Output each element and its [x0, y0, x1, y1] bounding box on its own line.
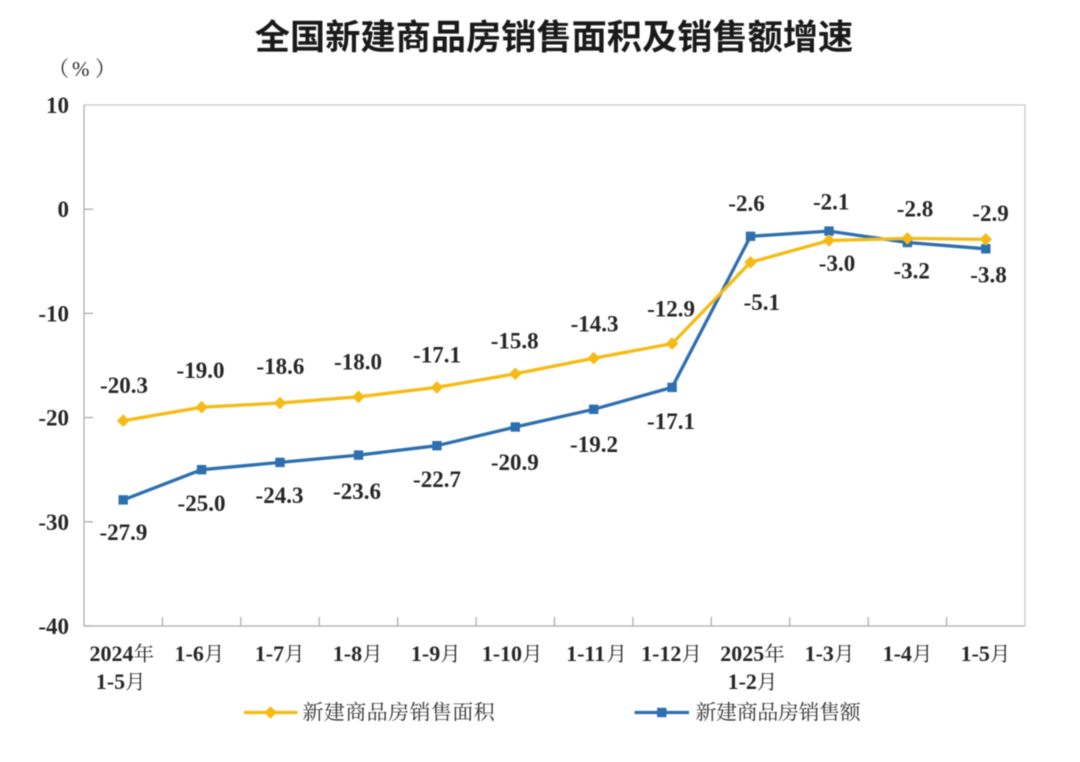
svg-text:-10: -10: [38, 301, 69, 326]
svg-text:1-10: 1-10: [482, 641, 522, 666]
svg-text:-40: -40: [38, 614, 69, 639]
svg-text:-20: -20: [38, 406, 69, 431]
svg-text:-24.3: -24.3: [256, 483, 304, 508]
svg-text:-19.0: -19.0: [177, 358, 225, 383]
svg-text:-12.9: -12.9: [647, 296, 695, 321]
svg-text:1-9: 1-9: [411, 641, 440, 666]
svg-text:1-5: 1-5: [961, 641, 990, 666]
svg-text:1-3: 1-3: [805, 641, 834, 666]
svg-text:1-5: 1-5: [96, 669, 125, 694]
svg-text:-19.2: -19.2: [570, 432, 618, 457]
svg-text:-3.2: -3.2: [893, 258, 929, 283]
svg-text:2024: 2024: [90, 641, 134, 666]
svg-text:-5.1: -5.1: [744, 290, 780, 315]
svg-text:2025: 2025: [720, 641, 764, 666]
svg-text:-17.1: -17.1: [413, 343, 461, 368]
svg-text:-22.7: -22.7: [413, 467, 461, 492]
svg-text:1-2: 1-2: [728, 669, 757, 694]
svg-text:-18.0: -18.0: [334, 350, 382, 375]
svg-text:-30: -30: [38, 510, 69, 535]
svg-text:-25.0: -25.0: [178, 491, 226, 516]
svg-text:1-12: 1-12: [641, 641, 681, 666]
svg-text:-20.3: -20.3: [100, 373, 148, 398]
svg-text:10: 10: [46, 93, 69, 118]
svg-text:-15.8: -15.8: [491, 328, 539, 353]
svg-text:-2.8: -2.8: [897, 197, 933, 222]
svg-text:0: 0: [58, 197, 70, 222]
svg-text:1-8: 1-8: [333, 641, 362, 666]
svg-text:1-4: 1-4: [883, 641, 912, 666]
svg-text:-27.9: -27.9: [99, 520, 147, 545]
svg-text:-20.9: -20.9: [491, 450, 539, 475]
svg-text:-2.9: -2.9: [972, 201, 1008, 226]
svg-text:-18.6: -18.6: [256, 354, 304, 379]
svg-text:-2.1: -2.1: [813, 190, 849, 215]
svg-text:-2.6: -2.6: [728, 191, 764, 216]
svg-text:1-7: 1-7: [255, 641, 284, 666]
svg-text:-14.3: -14.3: [571, 311, 619, 336]
svg-text:-3.8: -3.8: [970, 263, 1006, 288]
svg-text:-23.6: -23.6: [333, 479, 381, 504]
svg-text:-17.1: -17.1: [647, 409, 695, 434]
svg-text:1-11: 1-11: [566, 641, 605, 666]
svg-text:1-6: 1-6: [175, 641, 204, 666]
svg-text:%: %: [72, 57, 90, 81]
svg-text:-3.0: -3.0: [819, 251, 855, 276]
